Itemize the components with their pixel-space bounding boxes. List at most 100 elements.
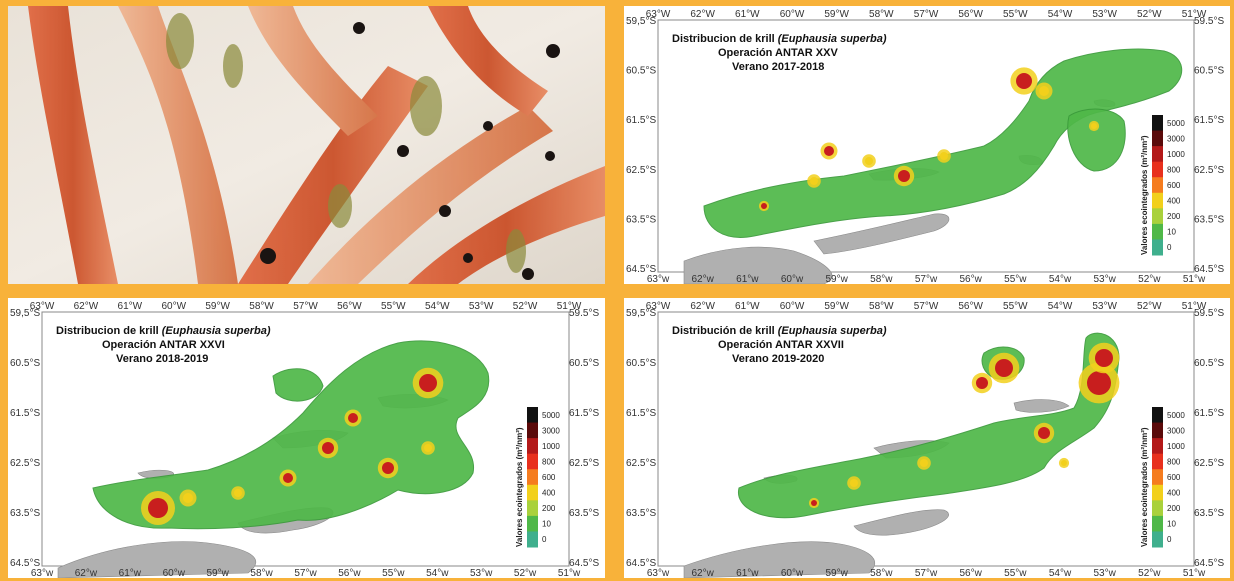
lon-tick-bottom: 57°w xyxy=(915,274,938,284)
lat-tick-right: 64.5°S xyxy=(1194,264,1224,275)
legend-title: Valores ecointegrados (m²/nm²) xyxy=(1140,427,1149,547)
legend-swatch xyxy=(1152,500,1163,517)
lon-tick-bottom: 52°w xyxy=(514,568,537,578)
lon-tick-top: 62°W xyxy=(690,9,715,20)
lon-tick-top: 51°W xyxy=(1182,301,1207,312)
legend-swatch xyxy=(1152,239,1163,256)
land-mass xyxy=(1013,399,1070,413)
lat-tick-left: 60.5°S xyxy=(626,66,656,77)
lat-tick-right: 62.5°S xyxy=(569,458,599,469)
legend-value: 5000 xyxy=(1167,119,1185,128)
legend-value: 1000 xyxy=(1167,150,1185,159)
krill-density-area xyxy=(738,332,1120,519)
lon-tick-bottom: 59°w xyxy=(206,568,229,578)
lat-tick-left: 61.5°S xyxy=(626,115,656,126)
legend-swatch xyxy=(1152,223,1163,240)
lat-tick-left: 61.5°S xyxy=(10,408,40,419)
krill-body xyxy=(28,6,605,284)
color-legend: 5000 3000 1000 800 600 400 200 10 0 Valores ecoin… xyxy=(1140,115,1185,256)
lon-tick-top: 60°W xyxy=(780,9,805,20)
legend-value: 800 xyxy=(1167,165,1181,174)
lon-tick-bottom: 63°w xyxy=(647,568,670,578)
legend-value: 200 xyxy=(1167,504,1181,513)
map-title: Distribucion de krill (Euphausia superba… xyxy=(56,325,271,337)
lon-tick-bottom: 53°w xyxy=(470,568,493,578)
legend-value: 1000 xyxy=(542,442,560,451)
lat-tick-right: 62.5°S xyxy=(1194,458,1224,469)
land-mass xyxy=(683,246,833,284)
lon-tick-top: 58°W xyxy=(869,301,894,312)
krill-hotspot xyxy=(811,500,817,506)
lat-tick-left: 63.5°S xyxy=(626,508,656,519)
lat-tick-left: 63.5°S xyxy=(626,214,656,225)
lon-tick-top: 61°W xyxy=(735,301,760,312)
lon-tick-bottom: 55°w xyxy=(1004,568,1027,578)
legend-value: 200 xyxy=(1167,212,1181,221)
legend-swatch xyxy=(527,531,538,548)
land-mass xyxy=(813,213,950,255)
lat-tick-right: 64.5°S xyxy=(1194,558,1224,569)
lon-tick-top: 52°W xyxy=(513,301,538,312)
krill-density-blob xyxy=(272,368,324,402)
lon-tick-bottom: 56°w xyxy=(959,274,982,284)
legend-value: 400 xyxy=(542,489,556,498)
krill-hotspot xyxy=(920,459,928,467)
map-frame xyxy=(657,19,1195,273)
lon-tick-bottom: 59°w xyxy=(825,568,848,578)
lon-tick-bottom: 56°w xyxy=(959,568,982,578)
lat-tick-left: 64.5°S xyxy=(626,558,656,569)
lon-tick-bottom: 55°w xyxy=(382,568,405,578)
krill-hotspot xyxy=(810,177,818,185)
lon-tick-top: 52°W xyxy=(1137,301,1162,312)
legend-value: 3000 xyxy=(1167,426,1185,435)
lat-tick-left: 59,5°S xyxy=(626,308,656,319)
krill-density-area xyxy=(703,48,1183,238)
map-season: Verano 2017-2018 xyxy=(732,61,824,73)
lon-tick-top: 63°W xyxy=(646,301,671,312)
lon-tick-top: 53°W xyxy=(1092,301,1117,312)
lon-tick-top: 59°W xyxy=(205,301,230,312)
lon-tick-bottom: 55°w xyxy=(1004,274,1027,284)
krill-hotspot xyxy=(382,462,394,474)
krill-distribution-map: 63°W 62°W 61°W 60°W 59°W 58°W 57°W 56°W 55°W 54°W… xyxy=(624,6,1230,284)
krill-hotspot xyxy=(1039,86,1049,96)
lon-tick-top: 59°W xyxy=(824,9,849,20)
krill-density-blob xyxy=(92,340,490,530)
lon-tick-bottom: 54°w xyxy=(1049,274,1072,284)
lon-tick-bottom: 56°w xyxy=(338,568,361,578)
lon-tick-bottom: 63°w xyxy=(31,568,54,578)
color-legend: 5000 3000 1000 800 600 400 200 10 0 Valores ecoin… xyxy=(1140,407,1185,548)
map-title: Distribución de krill (Euphausia superba… xyxy=(672,325,887,337)
lon-tick-bottom: 51°w xyxy=(1183,274,1206,284)
lat-tick-left: 60.5°S xyxy=(626,358,656,369)
legend-swatch xyxy=(1152,192,1163,209)
legend-value: 0 xyxy=(542,535,547,544)
krill-eyes xyxy=(260,22,560,280)
legend-value: 5000 xyxy=(542,411,560,420)
krill-hotspot xyxy=(1016,73,1032,89)
lat-tick-right: 60.5°S xyxy=(1194,358,1224,369)
lon-tick-top: 58°W xyxy=(869,9,894,20)
map-frame xyxy=(657,311,1195,567)
legend-value: 600 xyxy=(1167,473,1181,482)
lon-tick-bottom: 58°w xyxy=(870,568,893,578)
legend-swatch xyxy=(1152,115,1163,132)
lon-tick-top: 56°W xyxy=(337,301,362,312)
lat-tick-left: 59,5°S xyxy=(626,16,656,27)
krill-density-blob xyxy=(703,48,1183,238)
lon-tick-top: 55°W xyxy=(1003,9,1028,20)
lon-tick-bottom: 57°w xyxy=(294,568,317,578)
lat-tick-left: 62.5°S xyxy=(10,458,40,469)
lon-tick-bottom: 61°w xyxy=(736,274,759,284)
legend-swatch xyxy=(527,484,538,501)
lat-tick-right: 59.5°S xyxy=(569,308,599,319)
krill-hotspot xyxy=(148,498,168,518)
lat-tick-left: 64.5°S xyxy=(626,264,656,275)
legend-value: 600 xyxy=(542,473,556,482)
legend-value: 5000 xyxy=(1167,411,1185,420)
lat-tick-right: 63.5°S xyxy=(569,508,599,519)
krill-hotspot xyxy=(1061,460,1067,466)
lon-tick-bottom: 53°w xyxy=(1093,274,1116,284)
lon-tick-top: 58°W xyxy=(249,301,274,312)
krill-hotspot xyxy=(995,359,1013,377)
